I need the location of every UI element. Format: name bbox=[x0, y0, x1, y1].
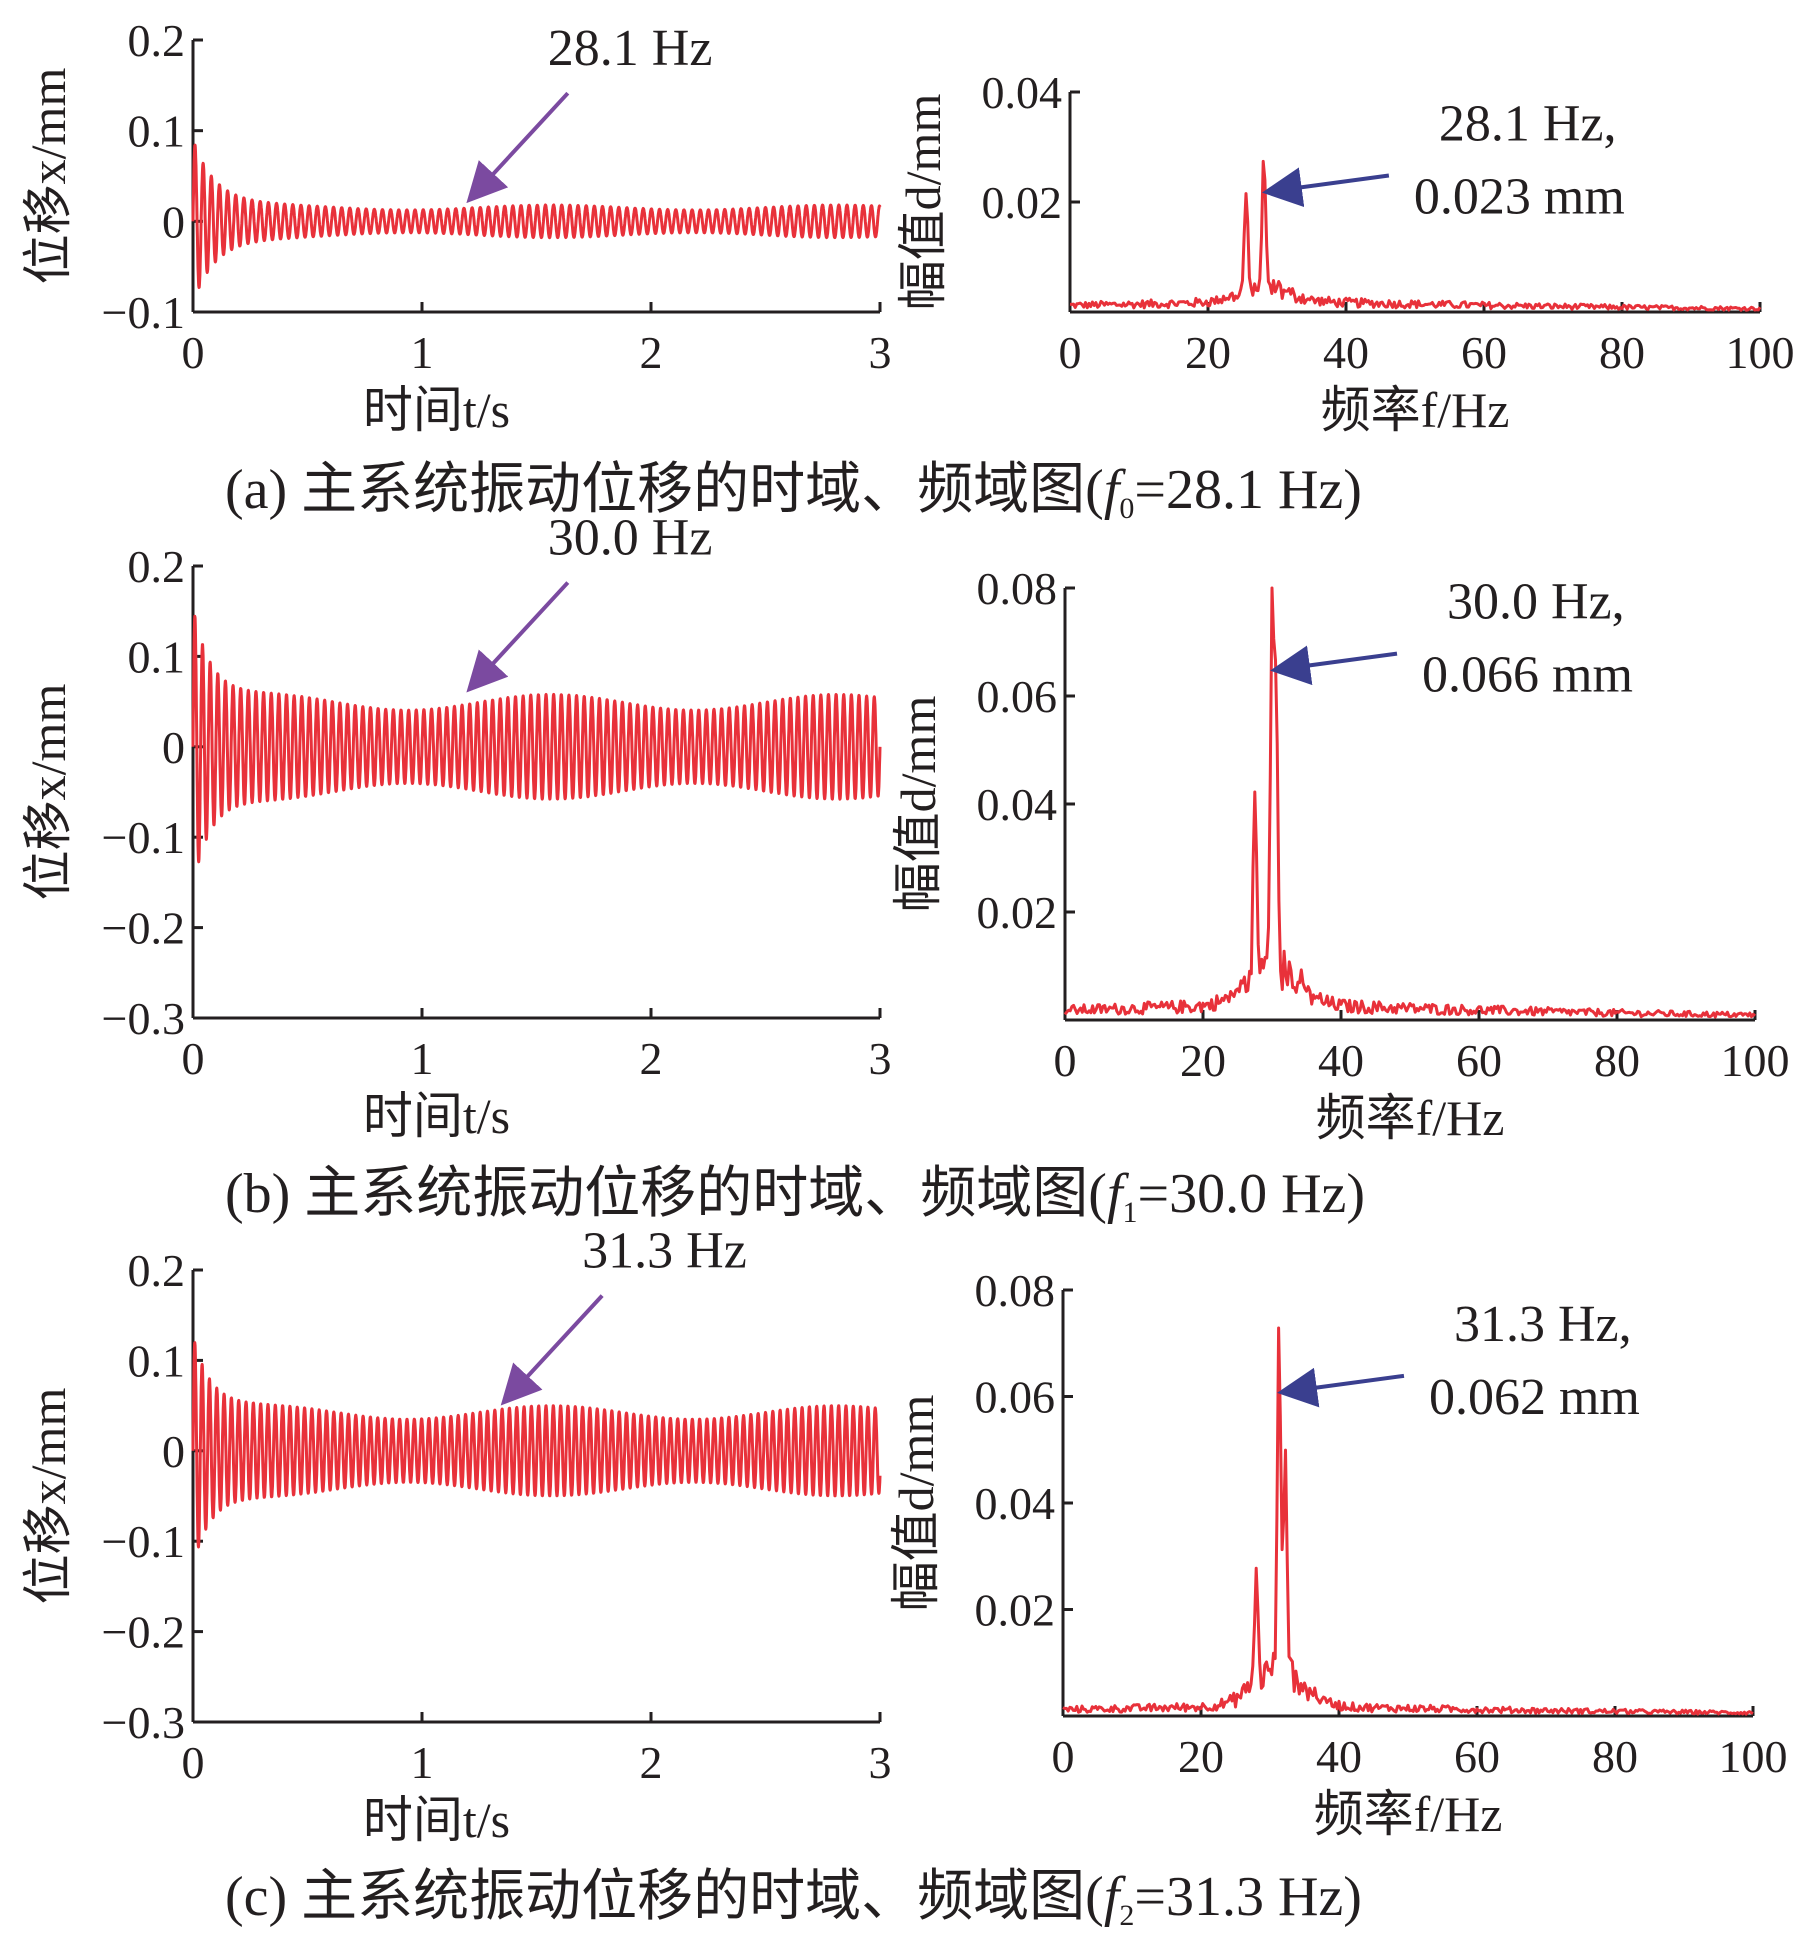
x-tick-label: 2 bbox=[640, 1737, 663, 1788]
x-tick-label: 60 bbox=[1461, 327, 1507, 378]
x-tick-label: 60 bbox=[1454, 1731, 1500, 1782]
chart-c-freq: 0 20 40 60 80 100 0.02 0.04 0.06 0.08 频率f/Hz 幅值d/mm… bbox=[888, 1265, 1788, 1842]
annotation-label-freq: 28.1 Hz, bbox=[1439, 96, 1617, 153]
y-tick-label: 0.02 bbox=[982, 177, 1063, 228]
y-axis-label: 幅值d/mm bbox=[890, 696, 946, 913]
annotation-arrow bbox=[466, 91, 570, 204]
y-tick-label: 0.06 bbox=[975, 1372, 1056, 1423]
x-tick-label: 20 bbox=[1185, 327, 1231, 378]
x-tick-label: 100 bbox=[1726, 327, 1795, 378]
data-series bbox=[191, 614, 882, 864]
x-tick-label: 3 bbox=[869, 327, 892, 378]
x-tick-label: 80 bbox=[1592, 1731, 1638, 1782]
y-tick-label: −0.1 bbox=[102, 812, 185, 863]
y-tick-label: 0.2 bbox=[128, 541, 186, 592]
x-axis-label: 时间t/s bbox=[363, 1088, 510, 1144]
annotation-arrow bbox=[1270, 645, 1398, 686]
x-tick-label: 40 bbox=[1316, 1731, 1362, 1782]
caption-b: (b) 主系统振动位移的时域、频域图(f1=30.0 Hz) bbox=[225, 1163, 1365, 1229]
y-tick-label: 0.2 bbox=[128, 1245, 186, 1296]
y-tick-label: 0.1 bbox=[128, 1335, 186, 1386]
x-tick-label: 20 bbox=[1180, 1035, 1226, 1086]
x-tick-label: 1 bbox=[411, 1033, 434, 1084]
x-tick-label: 2 bbox=[640, 327, 663, 378]
data-series bbox=[1063, 586, 1757, 1019]
y-tick-label: 0.06 bbox=[977, 671, 1058, 722]
y-tick-label: −0.2 bbox=[102, 903, 185, 954]
annotation-label-freq: 31.3 Hz, bbox=[1454, 1296, 1632, 1353]
y-axis-label: 位移x/mm bbox=[20, 1388, 76, 1605]
x-axis-label: 频率f/Hz bbox=[1316, 1090, 1505, 1146]
annotation-label: 30.0 Hz bbox=[548, 510, 713, 567]
x-tick-label: 100 bbox=[1721, 1035, 1790, 1086]
caption-a: (a) 主系统振动位移的时域、频域图(f0=28.1 Hz) bbox=[225, 459, 1362, 525]
annotation-label: 28.1 Hz bbox=[548, 20, 713, 77]
y-axis-label: 位移x/mm bbox=[20, 684, 76, 901]
annotation-arrow bbox=[500, 1294, 604, 1406]
data-series bbox=[1069, 159, 1762, 312]
y-tick-label: −0.3 bbox=[102, 1697, 185, 1748]
annotation-label-amplitude: 0.066 mm bbox=[1422, 647, 1633, 704]
x-tick-label: 60 bbox=[1456, 1035, 1502, 1086]
x-tick-label: 40 bbox=[1318, 1035, 1364, 1086]
chart-a-freq: 0 20 40 60 80 100 0.02 0.04 频率f/Hz 幅值d/mm 28.1 Hz,… bbox=[895, 67, 1795, 438]
chart-b-time: 0 1 2 3 −0.3 −0.2 −0.1 0 0.1 0.2 时间t/s 位移x/mm 30.0 H… bbox=[20, 510, 892, 1144]
chart-c-time: 0 1 2 3 −0.3 −0.2 −0.1 0 0.1 0.2 时间t/s 位移x/mm 31.3 H… bbox=[20, 1223, 892, 1848]
y-axis-label: 幅值d/mm bbox=[888, 1395, 944, 1612]
data-series bbox=[1062, 1326, 1754, 1716]
x-tick-label: 3 bbox=[869, 1033, 892, 1084]
annotation-label-amplitude: 0.062 mm bbox=[1429, 1369, 1640, 1426]
x-tick-label: 0 bbox=[1059, 327, 1082, 378]
y-tick-label: 0.08 bbox=[977, 563, 1058, 614]
x-axis-label: 时间t/s bbox=[363, 1792, 510, 1848]
y-tick-label: 0.04 bbox=[975, 1478, 1056, 1529]
x-axis-label: 频率f/Hz bbox=[1321, 382, 1510, 438]
x-tick-label: 0 bbox=[1054, 1035, 1077, 1086]
y-axis-label: 幅值d/mm bbox=[895, 94, 951, 311]
y-axis-label: 位移x/mm bbox=[20, 68, 76, 285]
x-tick-label: 0 bbox=[182, 1033, 205, 1084]
y-tick-label: 0.2 bbox=[128, 15, 186, 66]
y-tick-label: 0.02 bbox=[977, 887, 1058, 938]
x-tick-label: 0 bbox=[1052, 1731, 1075, 1782]
y-tick-label: 0.04 bbox=[982, 67, 1063, 118]
annotation-label: 31.3 Hz bbox=[582, 1223, 747, 1280]
annotation-arrow bbox=[466, 581, 570, 693]
x-axis-label: 时间t/s bbox=[363, 382, 510, 438]
x-tick-label: 0 bbox=[182, 327, 205, 378]
annotation-label-amplitude: 0.023 mm bbox=[1414, 169, 1625, 226]
annotation-arrow bbox=[1277, 1367, 1405, 1408]
y-tick-label: 0 bbox=[162, 722, 185, 773]
y-tick-label: 0.02 bbox=[975, 1585, 1056, 1636]
y-tick-label: 0.1 bbox=[128, 106, 186, 157]
y-tick-label: −0.1 bbox=[102, 1516, 185, 1567]
x-tick-label: 40 bbox=[1323, 327, 1369, 378]
x-tick-label: 100 bbox=[1719, 1731, 1788, 1782]
chart-b-freq: 0 20 40 60 80 100 0.02 0.04 0.06 0.08 频率f/Hz 幅值d/mm… bbox=[890, 563, 1790, 1146]
x-tick-label: 1 bbox=[411, 1737, 434, 1788]
caption-c: (c) 主系统振动位移的时域、频域图(f2=31.3 Hz) bbox=[225, 1866, 1362, 1932]
x-tick-label: 3 bbox=[869, 1737, 892, 1788]
y-tick-label: −0.3 bbox=[102, 993, 185, 1044]
x-tick-label: 80 bbox=[1599, 327, 1645, 378]
x-tick-label: 1 bbox=[411, 327, 434, 378]
y-tick-label: −0.1 bbox=[102, 287, 185, 338]
y-tick-label: 0.08 bbox=[975, 1265, 1056, 1316]
x-axis-label: 频率f/Hz bbox=[1314, 1786, 1503, 1842]
y-tick-label: 0 bbox=[162, 1426, 185, 1477]
x-tick-label: 20 bbox=[1178, 1731, 1224, 1782]
x-tick-label: 80 bbox=[1594, 1035, 1640, 1086]
annotation-arrow bbox=[1261, 167, 1390, 208]
annotation-label-freq: 30.0 Hz, bbox=[1447, 574, 1625, 631]
x-tick-label: 0 bbox=[182, 1737, 205, 1788]
data-series bbox=[191, 143, 882, 289]
x-tick-label: 2 bbox=[640, 1033, 663, 1084]
y-tick-label: 0.1 bbox=[128, 631, 186, 682]
data-series bbox=[191, 1341, 882, 1549]
y-tick-label: −0.2 bbox=[102, 1607, 185, 1658]
y-tick-label: 0 bbox=[162, 196, 185, 247]
y-tick-label: 0.04 bbox=[977, 779, 1058, 830]
